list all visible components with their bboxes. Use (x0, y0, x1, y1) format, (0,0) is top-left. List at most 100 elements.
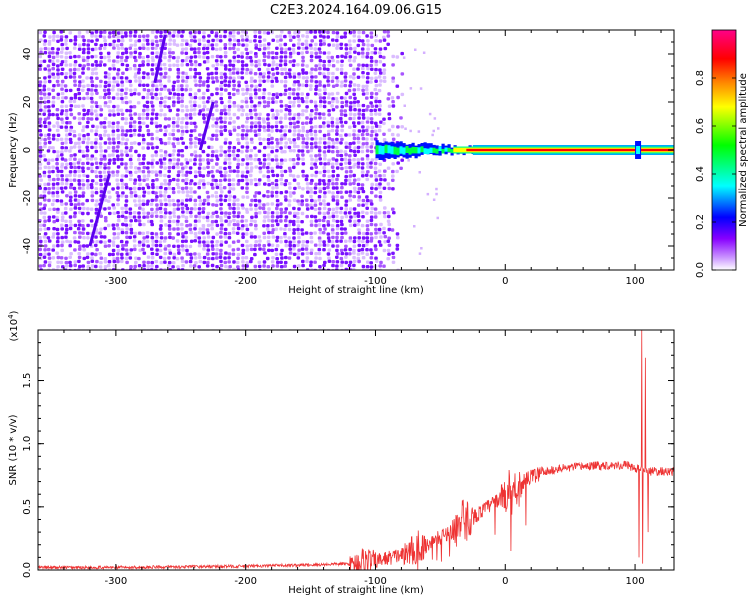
heatmap-cell (344, 190, 349, 194)
heatmap-cell (219, 125, 223, 129)
heatmap-cell (219, 219, 224, 223)
heatmap-cell (64, 125, 68, 129)
heatmap-cell (343, 55, 348, 59)
heatmap-cell (232, 195, 237, 199)
heatmap-cell (436, 216, 439, 220)
heatmap-cell (138, 125, 142, 129)
heatmap-cell (189, 96, 194, 100)
heatmap-cell (141, 161, 145, 166)
heatmap-cell (55, 128, 60, 133)
heatmap-cell (270, 230, 275, 235)
heatmap-cell (56, 92, 61, 96)
heatmap-cell (279, 79, 284, 84)
heatmap-cell (180, 96, 184, 100)
heatmap-cell (43, 158, 48, 162)
heatmap-cell (220, 100, 224, 105)
heatmap-cell (432, 198, 436, 201)
heatmap-cell (52, 244, 56, 248)
heatmap-cell (172, 80, 177, 84)
heatmap-cell (369, 112, 374, 117)
heatmap-cell (262, 88, 267, 92)
heatmap-cell (340, 128, 344, 133)
heatmap-cell (240, 150, 244, 154)
heatmap-cell (145, 235, 150, 239)
heatmap-cell (383, 46, 388, 51)
heatmap-cell (150, 165, 155, 169)
heatmap-cell (146, 59, 150, 63)
heatmap-cell (220, 223, 224, 227)
heatmap-cell (81, 169, 85, 173)
heatmap-cell (90, 31, 94, 35)
heatmap-cell (288, 51, 293, 56)
heatmap-cell (279, 55, 284, 59)
heatmap-cell (159, 165, 163, 169)
heatmap-cell (374, 227, 378, 232)
heatmap-cell (323, 87, 327, 92)
heatmap-cell (236, 54, 241, 59)
heatmap-cell (93, 157, 98, 161)
heatmap-cell (134, 166, 138, 170)
heatmap-cell (249, 223, 253, 227)
heatmap-cell (215, 240, 219, 244)
heatmap-cell (300, 228, 304, 232)
heatmap-cell (133, 47, 138, 52)
heatmap-cell (189, 210, 193, 215)
heatmap-cell (73, 268, 77, 270)
heatmap-cell (150, 260, 154, 265)
heatmap-cell (287, 72, 292, 76)
heatmap-cell (257, 260, 262, 264)
heatmap-cell (352, 158, 356, 162)
heatmap-cell (188, 100, 193, 104)
heatmap-cell (111, 248, 116, 253)
heatmap-cell (72, 99, 77, 104)
heatmap-cell (344, 145, 349, 149)
heatmap-cell (146, 199, 150, 203)
heatmap-cell (292, 162, 297, 166)
heatmap-cell (42, 42, 47, 46)
heatmap-cell (94, 207, 99, 212)
heatmap-cell (288, 75, 292, 79)
heatmap-cell (227, 80, 232, 84)
heatmap-cell (64, 182, 69, 186)
heatmap-cell (197, 30, 202, 35)
heatmap-cell (181, 235, 185, 239)
heatmap-cell (386, 257, 390, 261)
heatmap-cell (305, 186, 310, 190)
heatmap-cell (335, 38, 339, 43)
heatmap-cell (211, 124, 215, 128)
heatmap-cell (386, 166, 391, 170)
heatmap-cell (382, 138, 387, 142)
heatmap-cell (163, 215, 167, 219)
heatmap-cell (111, 145, 116, 150)
heatmap-cell (278, 63, 283, 67)
heatmap-cell (271, 63, 275, 67)
heatmap-cell (206, 231, 210, 235)
heatmap-cell (112, 264, 116, 268)
heatmap-cell (253, 235, 257, 239)
heatmap-cell (360, 145, 365, 149)
heatmap-cell (327, 149, 331, 153)
heatmap-cell (283, 84, 288, 88)
heatmap-cell (141, 146, 145, 150)
heatmap-cell (357, 112, 361, 116)
x-tick-label: -200 (234, 276, 257, 287)
heatmap-cell (419, 87, 423, 90)
heatmap-cell (116, 214, 121, 219)
heatmap-cell (232, 128, 237, 132)
heatmap-cell (236, 182, 241, 186)
heatmap-cell (119, 59, 124, 63)
heatmap-cell (59, 83, 64, 87)
heatmap-cell (125, 55, 129, 60)
heatmap-cell (59, 38, 64, 42)
heatmap-cell (241, 38, 245, 42)
heatmap-cell (431, 133, 434, 137)
heatmap-cell (331, 263, 335, 268)
heatmap-cell (400, 72, 405, 76)
heatmap-cell (172, 92, 177, 96)
heatmap-cell (361, 125, 365, 129)
heatmap-cell (150, 170, 155, 174)
heatmap-cell (267, 71, 271, 75)
heatmap-cell (262, 158, 267, 162)
heatmap-cell (103, 207, 107, 211)
heatmap-cell (387, 186, 392, 191)
